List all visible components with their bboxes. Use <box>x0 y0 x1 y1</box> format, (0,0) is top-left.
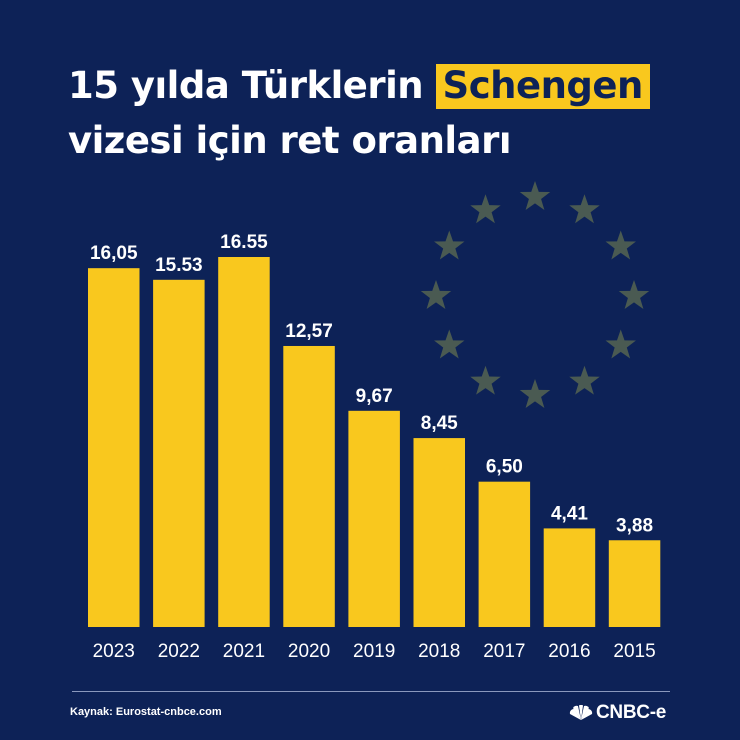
eu-stars-circle-icon <box>420 181 650 408</box>
bars-group <box>88 257 661 627</box>
bar-2023 <box>88 268 140 627</box>
eu-star-icon <box>519 181 551 210</box>
eu-star-icon <box>434 329 465 359</box>
x-tick-label-2019: 2019 <box>353 641 395 662</box>
x-tick-label-2017: 2017 <box>483 641 525 662</box>
peacock-icon <box>569 705 593 720</box>
eu-star-icon <box>519 379 551 408</box>
title-line-2: vizesi için ret oranları <box>68 119 512 162</box>
x-tick-label-2015: 2015 <box>613 641 655 662</box>
x-tick-labels-group: 2023 2022 2021 2020 2019 2018 2017 2016 2015 <box>93 641 656 662</box>
cnbc-e-logo: CNBC-e <box>569 702 666 724</box>
chart-title: 15 yılda Türklerin Schengen vizesi için … <box>68 58 650 168</box>
value-label-2018: 8,45 <box>421 413 458 434</box>
value-label-2020: 12,57 <box>285 321 333 342</box>
eu-star-icon <box>605 329 636 359</box>
title-prefix: 15 yılda Türklerin <box>68 64 424 107</box>
value-label-2019: 9,67 <box>356 386 393 407</box>
bar-2016 <box>543 528 596 627</box>
eu-star-icon <box>618 280 650 309</box>
source-note: Kaynak: Eurostat-cnbce.com <box>70 706 222 718</box>
eu-star-icon <box>569 194 600 224</box>
x-tick-label-2018: 2018 <box>418 641 460 662</box>
bar-2020 <box>283 345 335 627</box>
eu-star-icon <box>569 365 600 395</box>
value-labels-group: 16,05 15.53 16.55 12,57 9,67 8,45 6,50 4,41 3,88 <box>90 232 653 536</box>
eu-star-icon <box>434 230 465 260</box>
bar-2021 <box>218 257 270 627</box>
eu-star-icon <box>470 194 501 224</box>
footer-divider <box>72 691 670 692</box>
x-tick-label-2022: 2022 <box>158 641 200 662</box>
eu-star-icon <box>470 365 501 395</box>
logo-text: CNBC-e <box>596 702 666 723</box>
bar-2018 <box>413 438 465 627</box>
bar-2019 <box>348 410 400 627</box>
title-line-1: 15 yılda Türklerin Schengen <box>68 58 650 113</box>
value-label-2015: 3,88 <box>616 515 653 536</box>
bar-2017 <box>478 481 531 627</box>
bar-2015 <box>608 540 661 627</box>
bar-2022 <box>153 279 205 627</box>
eu-star-icon <box>605 230 636 260</box>
title-highlight: Schengen <box>435 64 650 109</box>
value-label-2017: 6,50 <box>486 457 523 478</box>
eu-star-icon <box>420 280 452 309</box>
value-label-2021: 16.55 <box>220 232 268 253</box>
x-tick-label-2016: 2016 <box>548 641 590 662</box>
value-label-2023: 16,05 <box>90 243 138 264</box>
value-label-2016: 4,41 <box>551 503 588 524</box>
value-label-2022: 15.53 <box>155 255 203 276</box>
x-tick-label-2020: 2020 <box>288 641 330 662</box>
bar-chart: 16,05 15.53 16.55 12,57 9,67 8,45 6,50 4,41 3,88… <box>88 181 661 662</box>
x-tick-label-2023: 2023 <box>93 641 135 662</box>
x-tick-label-2021: 2021 <box>223 641 265 662</box>
